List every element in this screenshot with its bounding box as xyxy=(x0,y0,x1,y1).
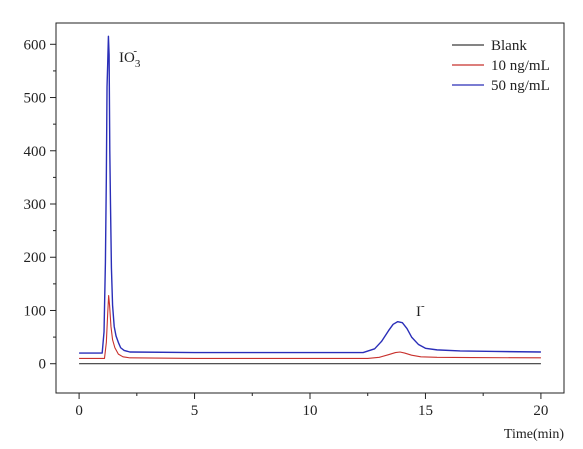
plot-frame xyxy=(55,22,565,394)
y-tick-label: 400 xyxy=(24,144,47,160)
legend-label-blank: Blank xyxy=(491,38,527,54)
legend-label-10ng: 10 ng/mL xyxy=(491,58,550,74)
series-layer xyxy=(79,35,541,365)
legend: Blank 10 ng/mL 50 ng/mL xyxy=(452,38,550,94)
iodide-peak-label: I- xyxy=(416,300,425,320)
y-tick-label: 300 xyxy=(24,197,47,213)
y-tick-label: 600 xyxy=(24,37,47,53)
x-tick-label: 20 xyxy=(533,403,548,419)
y-tick-label: 100 xyxy=(24,303,47,319)
iodate-peak-label: IO3- xyxy=(119,45,141,70)
y-tick-label: 500 xyxy=(24,91,47,107)
series-line-50-ng-ml xyxy=(79,35,541,354)
y-tick-label: 200 xyxy=(24,250,47,266)
x-tick-label: 5 xyxy=(191,403,199,419)
annotation-layer: IO3- I- xyxy=(119,45,425,320)
legend-label-50ng: 50 ng/mL xyxy=(491,78,550,94)
y-tick-label: 0 xyxy=(39,357,47,373)
series-line-10-ng-ml xyxy=(79,295,541,359)
x-tick-label: 10 xyxy=(303,403,318,419)
x-tick-label: 0 xyxy=(75,403,83,419)
x-axis-title: Time(min) xyxy=(504,427,564,442)
x-tick-label: 15 xyxy=(418,403,433,419)
